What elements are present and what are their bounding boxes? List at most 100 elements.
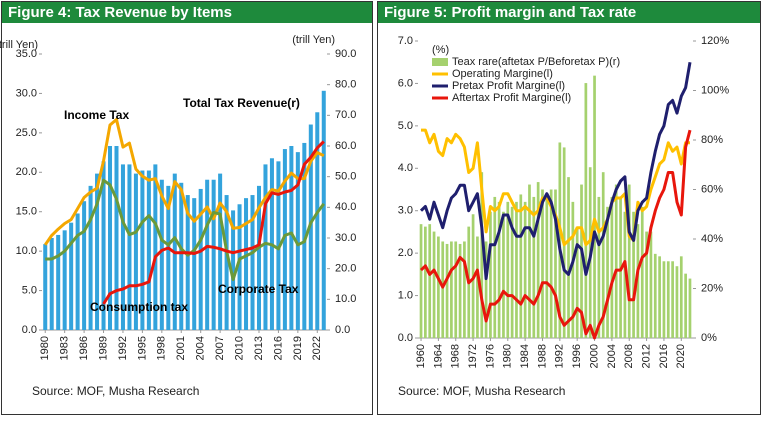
x-tick-label: 2020: [675, 344, 687, 368]
y-tick-label: 25.0: [16, 127, 37, 139]
y-tick-label: 10.0: [16, 245, 37, 257]
bar: [684, 273, 687, 338]
y-tick-label: 0.0: [22, 324, 37, 336]
bar: [688, 278, 692, 338]
x-tick-label: 1995: [136, 336, 148, 360]
y2-tick-label: 70.0: [335, 109, 356, 121]
y-tick-label: 35.0: [16, 48, 37, 60]
y2-tick-label: 40%: [701, 233, 723, 245]
bar: [166, 185, 171, 330]
legend-label: Teax rare(aftetax P/Beforetax P)(r): [452, 56, 620, 68]
bar: [432, 231, 436, 338]
bar: [450, 241, 453, 338]
bar: [679, 256, 683, 338]
bar: [519, 194, 523, 338]
bar: [549, 189, 553, 338]
bar: [250, 195, 255, 330]
bar: [256, 185, 261, 330]
bar: [580, 184, 583, 338]
y2-tick-label: 20%: [701, 282, 723, 294]
bar: [437, 236, 440, 338]
bar: [567, 177, 570, 338]
line: [419, 61, 692, 281]
x-tick-label: 1964: [432, 344, 444, 368]
x-tick-label: 1972: [467, 344, 479, 368]
x-tick-label: 1960: [415, 344, 427, 368]
bar: [302, 142, 307, 330]
bar: [120, 164, 125, 330]
bar: [666, 261, 670, 338]
x-tick-label: 1989: [97, 336, 109, 360]
y2-tick-label: 80%: [701, 134, 723, 146]
legend-label: Aftertax Profit Margine(l): [452, 92, 571, 104]
y-axis-label: (trill Yen): [0, 39, 38, 51]
bar: [515, 201, 518, 338]
bar: [179, 182, 184, 330]
series-label: Income Tax: [64, 108, 129, 122]
chart-title: Figure 4: Tax Revenue by Items: [8, 4, 232, 21]
bar: [523, 201, 527, 338]
bar: [463, 241, 466, 338]
y-tick-label: 4.0: [398, 162, 413, 174]
x-tick-label: 1986: [78, 336, 90, 360]
x-tick-label: 1976: [484, 344, 496, 368]
y-tick-label: 3.0: [398, 205, 413, 217]
y2-axis-label: (trill Yen): [292, 34, 335, 46]
y2-tick-label: 80.0: [335, 79, 356, 91]
y2-tick-label: 30.0: [335, 232, 356, 244]
y2-tick-label: 0.0: [335, 324, 350, 336]
bar: [671, 261, 674, 338]
y2-tick-label: 120%: [701, 35, 729, 47]
bar: [192, 198, 197, 330]
y2-tick-label: 50.0: [335, 171, 356, 183]
x-tick-label: 1980: [39, 336, 51, 360]
y2-tick-label: 20.0: [335, 263, 356, 275]
y-tick-label: 7.0: [398, 35, 413, 47]
x-tick-label: 1988: [536, 344, 548, 368]
bar: [640, 206, 644, 338]
y-tick-label: 6.0: [398, 77, 413, 89]
y-tick-label: 2.0: [398, 247, 413, 259]
bar: [593, 75, 596, 339]
bar: [571, 201, 575, 338]
bar: [205, 179, 210, 330]
bar: [575, 226, 579, 338]
bar: [419, 224, 423, 338]
x-tick-label: 2016: [272, 336, 284, 360]
x-tick-label: 2012: [640, 344, 652, 368]
bar: [601, 172, 605, 338]
bar: [658, 256, 661, 338]
bar: [528, 184, 531, 338]
legend-label: Operating Margine(l): [452, 68, 553, 80]
bar: [424, 226, 427, 338]
bar: [153, 164, 158, 330]
bar: [108, 146, 113, 330]
bar: [321, 90, 326, 330]
y2-tick-label: 60%: [701, 183, 723, 195]
bar: [632, 211, 635, 338]
x-tick-label: 1998: [156, 336, 168, 360]
bar: [82, 201, 87, 330]
y2-tick-label: 100%: [701, 84, 729, 96]
y2-tick-label: 10.0: [335, 293, 356, 305]
bar: [127, 164, 132, 330]
bar: [198, 188, 203, 330]
title-bar: [2, 2, 372, 23]
bar: [454, 241, 458, 338]
bar: [480, 172, 484, 338]
bar: [244, 198, 249, 330]
bar: [56, 234, 61, 330]
bar: [49, 238, 54, 330]
bar: [484, 241, 488, 338]
y-axis-label: (%): [432, 44, 449, 56]
bar: [295, 152, 300, 330]
y-tick-label: 5.0: [22, 284, 37, 296]
x-tick-label: 1983: [59, 336, 71, 360]
bar: [315, 112, 320, 331]
y-tick-label: 20.0: [16, 166, 37, 178]
y-tick-label: 5.0: [398, 120, 413, 132]
line: [102, 140, 325, 305]
bar: [502, 211, 505, 338]
bar: [428, 224, 432, 338]
